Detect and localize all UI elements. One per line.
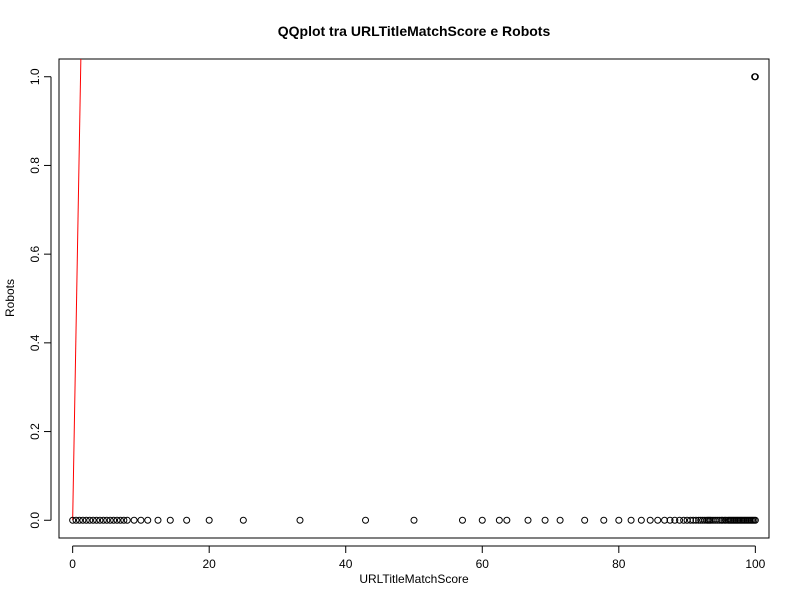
data-point xyxy=(183,516,191,524)
data-point xyxy=(79,516,87,524)
data-point xyxy=(524,516,532,524)
data-point xyxy=(86,516,94,524)
data-point xyxy=(72,516,80,524)
x-tick-label: 80 xyxy=(612,557,626,571)
data-point xyxy=(751,516,759,524)
data-point xyxy=(296,516,304,524)
data-point xyxy=(503,516,511,524)
data-point xyxy=(75,516,83,524)
x-tick-label: 100 xyxy=(745,557,765,571)
x-tick-label: 0 xyxy=(69,557,76,571)
x-axis-label: URLTitleMatchScore xyxy=(359,572,469,586)
data-point xyxy=(116,516,124,524)
data-point xyxy=(82,516,90,524)
data-point xyxy=(89,516,97,524)
data-point xyxy=(671,516,679,524)
data-point xyxy=(637,516,645,524)
x-tick-label: 40 xyxy=(339,557,353,571)
data-point xyxy=(120,516,128,524)
data-point xyxy=(661,516,669,524)
data-point xyxy=(680,516,688,524)
data-point xyxy=(719,516,727,524)
reference-line xyxy=(72,59,82,521)
data-point xyxy=(130,516,138,524)
data-point xyxy=(113,516,121,524)
data-point xyxy=(478,516,486,524)
data-point xyxy=(110,516,118,524)
data-point xyxy=(144,516,152,524)
data-point xyxy=(627,516,635,524)
data-point xyxy=(541,516,549,524)
data-point xyxy=(715,516,723,524)
y-tick-label: 0.8 xyxy=(28,157,42,174)
data-point xyxy=(699,516,707,524)
y-tick-label: 0.0 xyxy=(28,512,42,529)
data-point xyxy=(166,516,174,524)
x-tick-label: 60 xyxy=(476,557,490,571)
data-point xyxy=(581,516,589,524)
data-point xyxy=(686,516,694,524)
data-point xyxy=(123,516,131,524)
plot-frame xyxy=(58,58,770,539)
data-point xyxy=(239,516,247,524)
data-point xyxy=(154,516,162,524)
data-point xyxy=(103,516,111,524)
data-point xyxy=(676,516,684,524)
data-point xyxy=(751,73,759,81)
reference-line-group xyxy=(72,59,82,521)
x-axis: 0 20 40 60 80 100 xyxy=(69,545,766,571)
chart-title: QQplot tra URLTitleMatchScore e Robots xyxy=(278,23,551,39)
data-point xyxy=(458,516,466,524)
data-point xyxy=(106,516,114,524)
data-point xyxy=(99,516,107,524)
data-point xyxy=(615,516,623,524)
y-tick-label: 0.2 xyxy=(28,423,42,440)
data-point xyxy=(600,516,608,524)
data-point xyxy=(96,516,104,524)
x-tick-label: 20 xyxy=(203,557,217,571)
data-point xyxy=(689,516,697,524)
data-point xyxy=(713,516,721,524)
y-tick-label: 0.4 xyxy=(28,334,42,351)
y-tick-label: 1.0 xyxy=(28,68,42,85)
data-point xyxy=(69,516,77,524)
y-axis: 0.0 0.2 0.4 0.6 0.8 1.0 xyxy=(28,68,52,529)
data-point xyxy=(556,516,564,524)
data-points xyxy=(69,73,759,524)
data-point xyxy=(654,516,662,524)
data-point xyxy=(666,516,674,524)
data-point xyxy=(93,516,101,524)
data-point xyxy=(410,516,418,524)
y-tick-label: 0.6 xyxy=(28,245,42,262)
data-point xyxy=(137,516,145,524)
data-point xyxy=(692,516,700,524)
data-point xyxy=(205,516,213,524)
y-axis-label: Robots xyxy=(3,279,17,317)
data-point xyxy=(495,516,503,524)
data-point xyxy=(362,516,370,524)
data-point xyxy=(646,516,654,524)
